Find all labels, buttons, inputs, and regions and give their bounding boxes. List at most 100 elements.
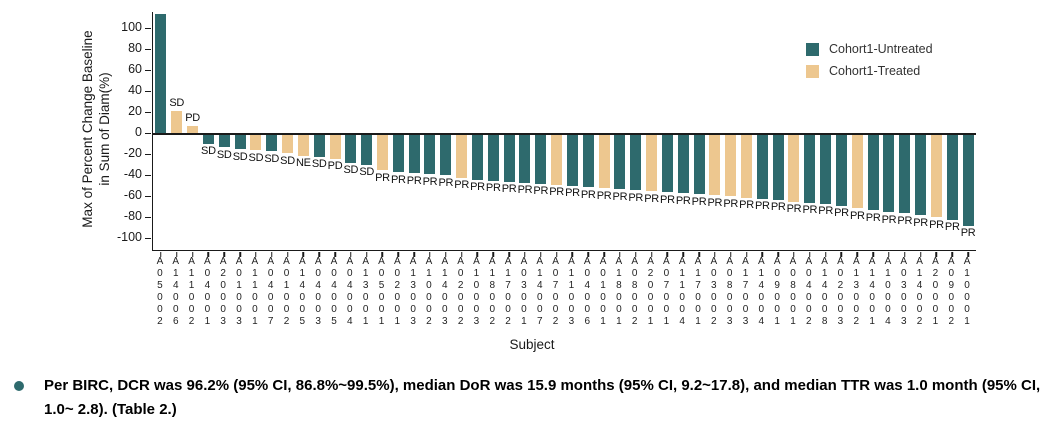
bar-response-label: PR xyxy=(675,194,691,207)
y-tick-label: -100 xyxy=(116,230,142,244)
x-tick xyxy=(397,252,400,257)
x-tick-label-A03003: A 0 3 0 0 3 xyxy=(900,256,908,327)
x-tick xyxy=(160,252,162,257)
bar-A10003 xyxy=(471,134,483,180)
x-tick xyxy=(666,252,669,257)
bar-A08001 xyxy=(788,134,800,202)
y-tick xyxy=(145,195,151,197)
bar-response-label: PR xyxy=(470,181,485,194)
bar-A03003 xyxy=(899,134,911,214)
x-tick-label-A18001: A 1 8 0 0 1 xyxy=(615,256,623,327)
bar-A13002 xyxy=(851,134,863,208)
bar-A14004 xyxy=(756,134,768,199)
x-tick xyxy=(729,252,732,257)
y-tick xyxy=(145,111,151,113)
bar-response-label: SD xyxy=(343,164,359,177)
bar-response-label: SD xyxy=(216,148,232,161)
x-tick xyxy=(745,252,748,257)
bar-A02003 xyxy=(835,134,847,206)
x-tick-label-A11002: A 1 1 0 0 2 xyxy=(188,256,195,327)
bar-response-label: SD xyxy=(232,150,248,163)
x-tick xyxy=(777,252,779,257)
bar-A13003 xyxy=(408,134,420,174)
bar-response-label: PR xyxy=(422,175,438,188)
x-tick xyxy=(793,252,795,257)
x-tick-label-A14004: A 1 4 0 0 4 xyxy=(757,256,765,327)
bar-response-label: PR xyxy=(754,200,770,213)
bar-A11001 xyxy=(250,134,262,151)
x-tick xyxy=(587,252,589,257)
y-tick-label: -40 xyxy=(123,167,142,181)
x-tick-label-A02001: A 0 2 0 0 1 xyxy=(393,256,401,327)
bar-A04002 xyxy=(804,134,816,203)
x-tick-label-A14007: A 1 4 0 0 7 xyxy=(536,256,544,327)
legend: Cohort1-Untreated Cohort1-Treated xyxy=(806,38,933,82)
bar-response-label: PR xyxy=(897,214,913,227)
bar-response-label: SD xyxy=(311,158,327,171)
bar-response-label: PR xyxy=(406,174,422,187)
bar-response-label: PR xyxy=(644,192,659,205)
y-tick-label: -80 xyxy=(123,209,142,223)
y-tick xyxy=(145,174,151,176)
bar-response-label: SD xyxy=(169,96,185,109)
bar-response-label: PR xyxy=(786,203,802,216)
bar-A02002 xyxy=(456,134,468,178)
y-tick xyxy=(145,27,151,29)
bar-response-label: SD xyxy=(264,152,280,165)
y-tick-label: -60 xyxy=(123,188,142,202)
bar-A05002 xyxy=(155,14,167,133)
legend-label-untreated: Cohort1-Untreated xyxy=(829,42,933,56)
bar-response-label: PR xyxy=(865,211,881,224)
y-tick xyxy=(145,153,151,155)
bar-A14005 xyxy=(297,134,309,156)
x-tick-label-A01001: A 0 1 0 0 1 xyxy=(599,256,607,327)
x-tick-label-A11004: A 1 1 0 0 4 xyxy=(678,256,686,327)
bar-response-label: SD xyxy=(201,145,216,158)
bar-response-label: PD xyxy=(185,111,200,124)
x-tick xyxy=(967,252,969,257)
x-tick xyxy=(761,252,764,257)
bar-response-label: PR xyxy=(723,197,739,210)
bar-A18002 xyxy=(487,134,499,181)
bar-response-label: PR xyxy=(660,193,675,206)
bar-A11003 xyxy=(566,134,578,186)
x-tick xyxy=(492,252,495,257)
x-tick-label-A04001: A 0 4 0 0 1 xyxy=(204,256,211,327)
legend-item-treated: Cohort1-Treated xyxy=(806,60,933,82)
y-axis-title-line-1: Max of Percent Change Baseline xyxy=(80,30,95,228)
x-tick xyxy=(476,252,479,257)
x-tick xyxy=(318,252,320,257)
bar-response-label: PR xyxy=(818,205,833,218)
x-tick-label-A10001: A 1 0 0 0 1 xyxy=(963,256,971,327)
bar-response-label: PR xyxy=(517,184,533,197)
x-tick-label-A08003: A 0 8 0 0 3 xyxy=(726,256,734,327)
bar-response-label: PR xyxy=(913,216,928,229)
x-tick xyxy=(350,252,352,257)
bar-A04007 xyxy=(266,134,278,152)
bar-response-label: PR xyxy=(596,189,612,202)
bar-response-label: SD xyxy=(248,151,264,164)
y-tick xyxy=(145,132,151,134)
y-tick xyxy=(145,237,151,239)
x-tick xyxy=(334,252,336,257)
y-tick xyxy=(145,69,151,71)
bar-response-label: PD xyxy=(327,160,343,173)
x-tick-label-A14005: A 1 4 0 0 5 xyxy=(299,256,306,327)
x-tick xyxy=(935,252,938,257)
bar-A14001 xyxy=(867,134,879,211)
bar-response-label: PR xyxy=(739,199,754,211)
bar-A09001 xyxy=(772,134,784,200)
zero-baseline xyxy=(153,133,976,135)
bar-response-label: PR xyxy=(929,218,944,231)
x-tick-label-A17002: A 1 7 0 0 2 xyxy=(504,256,512,327)
x-tick xyxy=(856,252,859,257)
x-tick xyxy=(571,252,574,257)
x-tick-label-A14002: A 1 4 0 0 2 xyxy=(916,256,923,327)
x-tick xyxy=(682,252,684,257)
legend-label-treated: Cohort1-Treated xyxy=(829,64,921,78)
bar-response-label: PR xyxy=(580,188,596,201)
x-tick-label-A09001: A 0 9 0 0 1 xyxy=(773,256,781,327)
x-tick-label-A20001: A 2 0 0 0 1 xyxy=(932,256,939,327)
bar-A07002 xyxy=(551,134,563,185)
